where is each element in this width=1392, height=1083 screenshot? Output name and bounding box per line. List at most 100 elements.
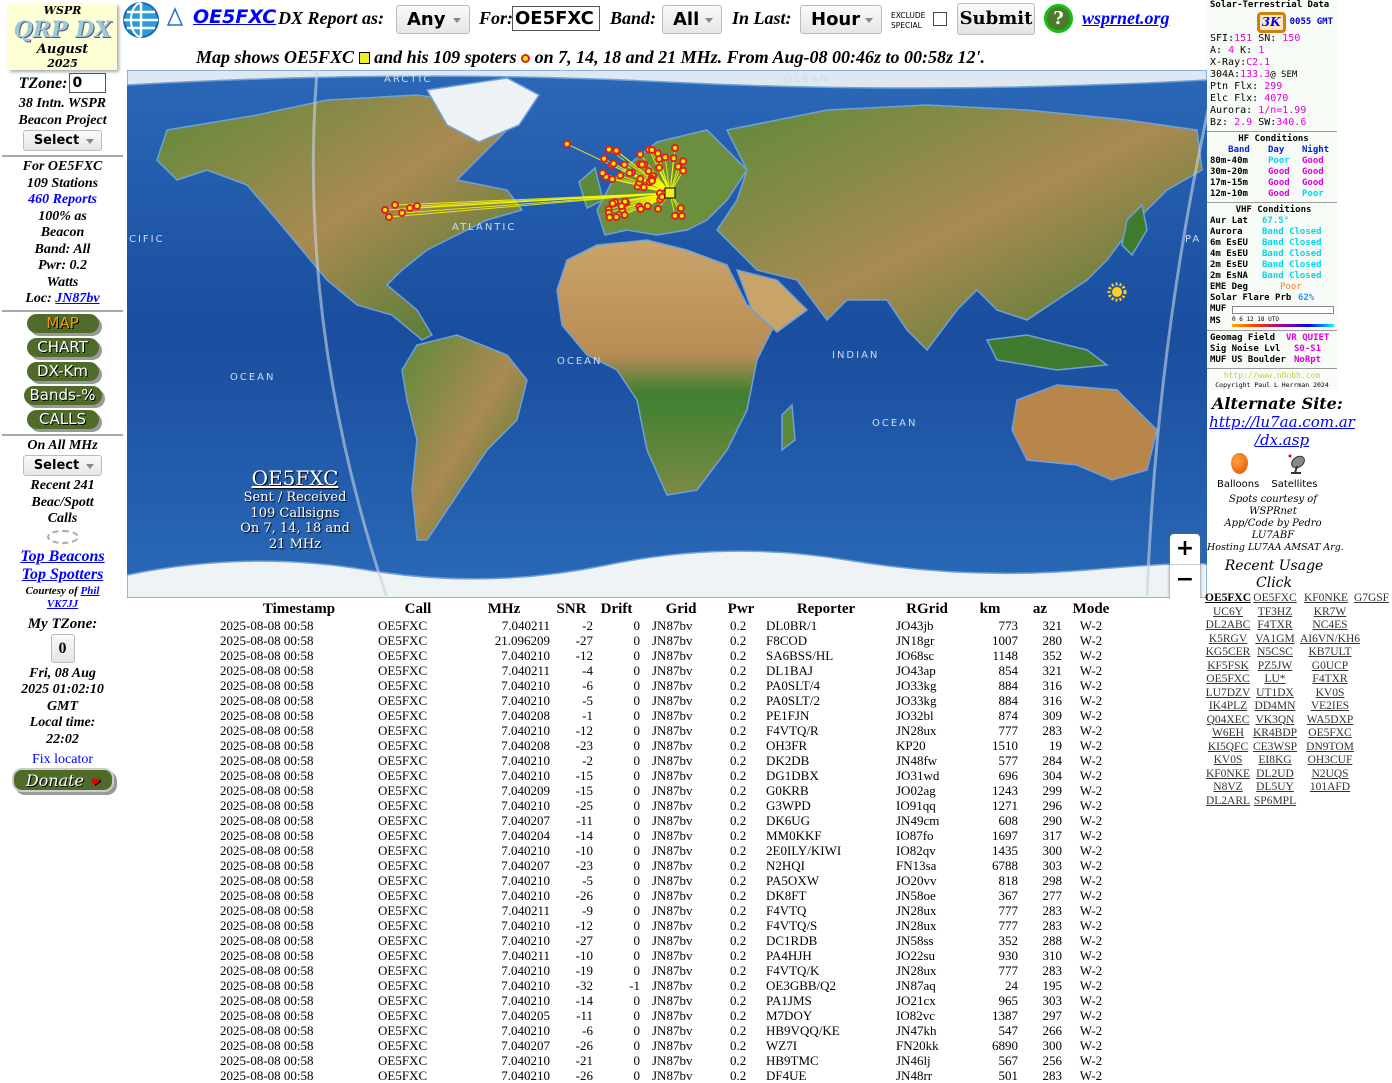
recent-usage-link[interactable]: AI6VN/KH6 — [1299, 633, 1361, 647]
satellite-icon[interactable] — [1287, 453, 1307, 475]
column-header-pwr[interactable]: Pwr — [722, 600, 760, 618]
band-select[interactable]: All — [662, 5, 722, 34]
recent-usage-link[interactable]: SP6MPL — [1251, 795, 1299, 809]
spotter-marker[interactable] — [613, 148, 619, 154]
column-header-timestamp[interactable]: Timestamp — [220, 600, 378, 618]
spotter-marker[interactable] — [679, 213, 685, 219]
spotter-marker[interactable] — [392, 202, 398, 208]
spotter-marker[interactable] — [649, 147, 655, 153]
spotter-marker[interactable] — [611, 161, 617, 167]
recent-usage-link[interactable]: G7GSF — [1353, 592, 1390, 606]
recent-usage-link[interactable]: OE5FXC — [1299, 727, 1361, 741]
recent-usage-link[interactable]: IK4PLZ — [1205, 700, 1251, 714]
tzone-input[interactable]: 0 — [69, 73, 106, 93]
spotter-marker[interactable] — [414, 203, 420, 209]
spotter-marker[interactable] — [655, 206, 661, 212]
world-map[interactable]: ARCTIC OCEAN ATLANTIC OCEAN OCEAN INDIAN… — [127, 70, 1207, 598]
speech-bubble-icon[interactable] — [47, 530, 79, 544]
recent-usage-link[interactable]: KB7ULT — [1299, 646, 1361, 660]
column-header-rgrid[interactable]: RGrid — [892, 600, 962, 618]
recent-usage-link[interactable]: OE5FXC — [1205, 592, 1251, 606]
spotter-marker[interactable] — [672, 213, 678, 219]
spotter-marker[interactable] — [386, 214, 392, 220]
callsign-link[interactable]: OE5FXC — [193, 6, 276, 29]
recent-usage-link[interactable]: N5CSC — [1251, 646, 1299, 660]
top-beacons-link[interactable]: Top Beacons — [20, 548, 104, 565]
balloons-label[interactable]: Balloons — [1217, 479, 1259, 491]
map-button[interactable]: MAP — [27, 314, 99, 333]
all-mhz-select[interactable]: Select — [23, 455, 102, 476]
recent-usage-link[interactable]: DL2ABC — [1205, 619, 1251, 633]
vk7jj-link[interactable]: VK7JJ — [47, 598, 78, 610]
recent-usage-link[interactable]: DN9TOM — [1299, 741, 1361, 755]
column-header-grid[interactable]: Grid — [640, 600, 722, 618]
recent-usage-link[interactable]: VE2IES — [1299, 700, 1361, 714]
spotter-marker[interactable] — [649, 178, 655, 184]
solar-terrestrial-widget[interactable]: Solar-Terrestrial Data 3K 0055 GMT SFI:1… — [1207, 0, 1337, 390]
spotter-marker[interactable] — [617, 173, 623, 179]
recent-usage-link[interactable]: EI8KG — [1251, 754, 1299, 768]
spotter-marker[interactable] — [645, 203, 651, 209]
recent-usage-link[interactable]: KF5FSK — [1205, 660, 1251, 674]
zoom-out-button[interactable]: − — [1170, 565, 1200, 595]
in-last-select[interactable]: Hour — [800, 5, 882, 34]
spotter-marker[interactable] — [609, 176, 615, 182]
recent-usage-link[interactable]: OE5FXC — [1251, 592, 1299, 606]
recent-usage-link[interactable]: VK3QN — [1251, 714, 1299, 728]
my-tzone-button[interactable]: 0 — [51, 634, 75, 663]
recent-usage-link[interactable]: KV0S — [1205, 754, 1251, 768]
satellites-label[interactable]: Satellites — [1271, 479, 1317, 491]
recent-usage-link[interactable]: PZ5JW — [1251, 660, 1299, 674]
spotter-marker[interactable] — [621, 162, 627, 168]
recent-usage-link[interactable]: DL2ARL — [1205, 795, 1251, 809]
column-header-reporter[interactable]: Reporter — [760, 600, 892, 618]
phil-link[interactable]: Phil — [81, 585, 100, 597]
recent-usage-link[interactable]: DL2UD — [1251, 768, 1299, 782]
spotter-marker[interactable] — [662, 154, 668, 160]
spotter-marker[interactable] — [671, 155, 677, 161]
recent-usage-link[interactable]: LU* — [1251, 673, 1299, 687]
for-input[interactable]: OE5FXC — [512, 6, 600, 31]
3k-badge[interactable]: 3K — [1257, 12, 1286, 33]
spotter-marker[interactable] — [607, 214, 613, 220]
recent-usage-link[interactable]: KV0S — [1299, 687, 1361, 701]
recent-usage-link[interactable]: K5RGV — [1205, 633, 1251, 647]
recent-usage-link[interactable]: CE3WSP — [1251, 741, 1299, 755]
spotter-marker[interactable] — [638, 206, 644, 212]
column-header-km[interactable]: km — [962, 600, 1018, 618]
spotter-marker[interactable] — [659, 194, 665, 200]
recent-usage-link[interactable]: KF0NKE — [1299, 592, 1353, 606]
spotter-marker[interactable] — [600, 170, 606, 176]
submit-button[interactable]: Submit — [957, 3, 1035, 35]
report-as-select[interactable]: Any — [396, 5, 470, 34]
spotter-marker[interactable] — [613, 214, 619, 220]
spotter-marker[interactable] — [680, 158, 686, 164]
recent-usage-link[interactable]: F4TXR — [1299, 673, 1361, 687]
recent-usage-link[interactable]: G0UCP — [1299, 660, 1361, 674]
solar-url[interactable]: http://www.n0nbh.com — [1207, 371, 1337, 381]
spotter-marker[interactable] — [601, 156, 607, 162]
donate-button[interactable]: Donate ❤ — [12, 768, 114, 792]
column-header-mode[interactable]: Mode — [1062, 600, 1120, 618]
bands-percent-button[interactable]: Bands-% — [24, 386, 102, 405]
recent-usage-link[interactable]: OE5FXC — [1205, 673, 1251, 687]
stats-reports[interactable]: 460 Reports — [0, 192, 125, 209]
globe-icon[interactable] — [121, 0, 161, 40]
column-header-drift[interactable]: Drift — [593, 600, 640, 618]
spotter-marker[interactable] — [675, 164, 681, 170]
recent-usage-link[interactable]: 101AFD — [1299, 781, 1361, 795]
help-icon[interactable]: ? — [1044, 4, 1073, 33]
spotter-marker[interactable] — [619, 203, 625, 209]
column-header-mhz[interactable]: MHz — [458, 600, 550, 618]
recent-usage-link[interactable]: KR7W — [1299, 606, 1361, 620]
recent-usage-link[interactable]: F4TXR — [1251, 619, 1299, 633]
spotter-marker[interactable] — [678, 205, 684, 211]
recent-usage-link[interactable]: DL5UY — [1251, 781, 1299, 795]
balloon-icon[interactable] — [1231, 453, 1248, 474]
recent-usage-link[interactable]: DD4MN — [1251, 700, 1299, 714]
spotter-marker[interactable] — [382, 207, 388, 213]
recent-usage-link[interactable]: VA1GM — [1251, 633, 1299, 647]
spotter-marker[interactable] — [656, 165, 662, 171]
project-select[interactable]: Select — [23, 130, 102, 151]
column-header-call[interactable]: Call — [378, 600, 458, 618]
